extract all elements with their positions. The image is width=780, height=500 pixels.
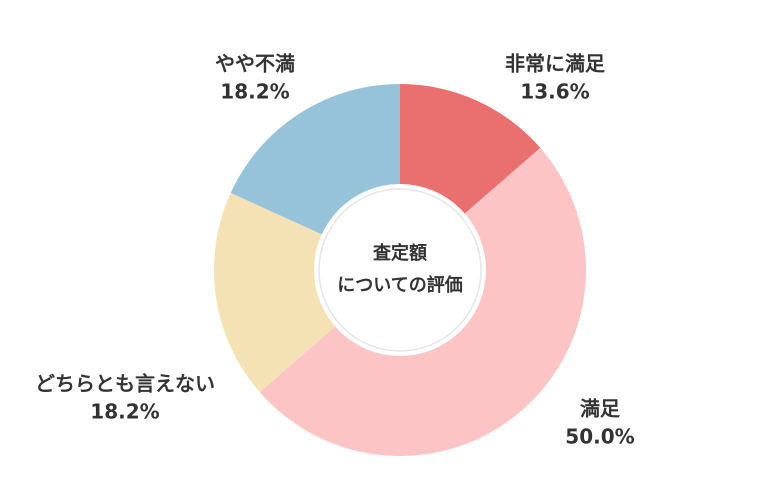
value-label: 50.0% bbox=[565, 425, 634, 449]
donut-hole bbox=[314, 184, 486, 356]
value-label: 18.2% bbox=[90, 400, 159, 424]
center-text: 査定額 bbox=[373, 242, 427, 264]
center-text: についての評価 bbox=[337, 274, 462, 296]
category-label: 満足 bbox=[580, 397, 621, 421]
value-label: 18.2% bbox=[220, 80, 289, 104]
category-label: やや不満 bbox=[215, 52, 295, 76]
wedge bbox=[213, 192, 400, 393]
inner-ring bbox=[318, 188, 482, 352]
category-label: どちらとも言えない bbox=[35, 372, 215, 396]
category-label: 非常に満足 bbox=[505, 52, 606, 76]
value-label: 13.6% bbox=[520, 80, 589, 104]
